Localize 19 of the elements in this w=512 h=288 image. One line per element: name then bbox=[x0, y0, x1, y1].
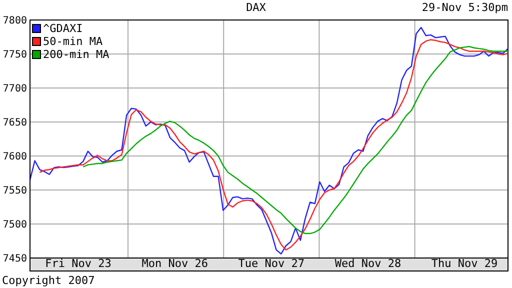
chart-title: DAX bbox=[246, 1, 266, 14]
x-tick-label: Mon Nov 26 bbox=[142, 256, 208, 270]
y-tick-label: 7600 bbox=[2, 152, 27, 163]
x-tick-label: Fri Nov 23 bbox=[45, 256, 112, 270]
text: 29-Nov 5:30pm bbox=[422, 1, 508, 14]
y-tick-label: 7650 bbox=[2, 118, 27, 129]
x-tick-label: Wed Nov 28 bbox=[334, 256, 402, 270]
x-tick-label: Tue Nov 27 bbox=[238, 256, 305, 270]
x-tick-label: Thu Nov 29 bbox=[431, 256, 498, 270]
y-tick-label: 7450 bbox=[2, 254, 27, 265]
text: Copyright 2007 bbox=[2, 274, 95, 287]
legend-label: ^GDAXI bbox=[43, 22, 83, 35]
y-tick-label: 7700 bbox=[2, 84, 27, 95]
y-tick-label: 7550 bbox=[2, 186, 27, 197]
y-tick-label: 7750 bbox=[2, 50, 27, 61]
y-tick-label: 7800 bbox=[2, 16, 27, 27]
legend-label: 200-min MA bbox=[43, 48, 110, 61]
legend-label: 50-min MA bbox=[43, 35, 103, 48]
y-tick-label: 7500 bbox=[2, 220, 27, 231]
